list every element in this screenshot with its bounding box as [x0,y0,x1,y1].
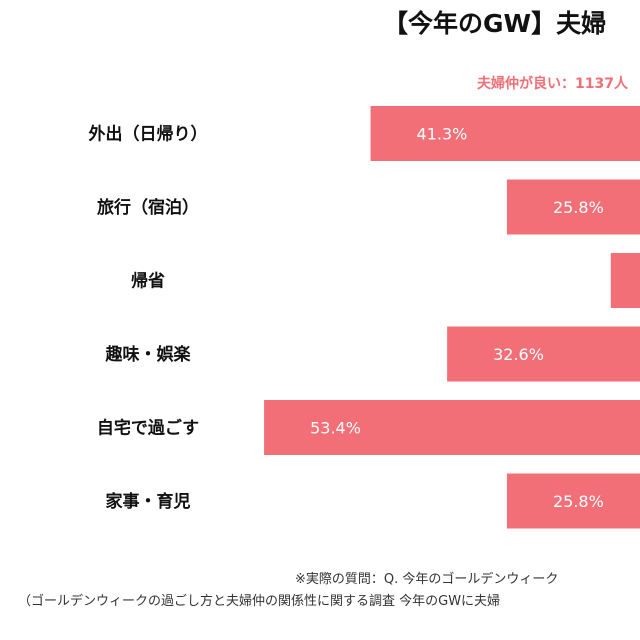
bar-value-label: 25.8% [553,492,604,511]
bar [506,179,640,235]
category-label: 旅行（宿泊） [97,197,199,218]
category-label: 趣味・娯楽 [105,344,192,365]
bar [447,326,640,382]
note-survey: （ゴールデンウィークの過ごし方と夫婦仲の関係性に関する調査 今年のGWに夫婦 [18,593,500,609]
chart-title: 【今年のGW】夫婦 [383,9,606,38]
category-label: 外出（日帰り） [89,124,208,145]
bar-value-label: 32.6% [493,345,544,364]
category-label: 家事・育児 [106,491,191,512]
bar-value-label: 41.3% [417,125,468,144]
bar [610,253,640,308]
category-label: 帰省 [131,271,165,292]
category-label: 自宅で過ごす [97,418,199,439]
bar [264,400,640,455]
bars-group: 外出（日帰り）41.3%旅行（宿泊）25.8%帰省14.0%趣味・娯楽32.6%… [89,106,640,529]
bar-value-label: 25.8% [553,198,604,217]
chart-subtitle: 夫婦仲が良い：1137人 [477,75,629,92]
bar [370,106,640,161]
bar-value-label: 53.4% [310,419,361,438]
bar [506,473,640,529]
note-question: ※実際の質問：Q. 今年のゴールデンウィーク [295,571,558,587]
